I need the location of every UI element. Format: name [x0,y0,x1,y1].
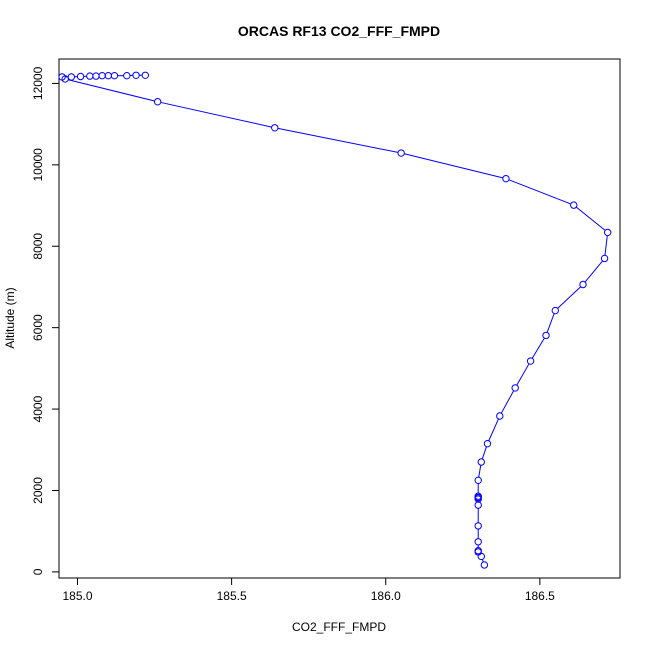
y-tick-label: 6000 [31,314,45,341]
data-point [104,71,113,80]
series-line-segment [500,390,515,414]
y-tick-label: 10000 [31,148,45,182]
data-point [110,71,119,80]
x-axis: 185.0 185.5 186.0 186.5 [62,578,555,603]
data-point [570,201,578,209]
x-axis-label: CO2_FFF_FMPD [292,620,386,634]
data-point [271,124,279,132]
data-point [496,412,504,420]
data-point [542,331,550,340]
y-tick-label: 4000 [31,395,45,422]
y-tick-label: 8000 [31,233,45,260]
x-tick-label: 186.0 [371,589,401,603]
data-point [474,501,482,509]
y-tick-label: 0 [31,568,45,575]
series-line-segment [575,206,606,231]
data-point [98,71,106,80]
series-line-segment [557,286,582,309]
series-line-segment [404,153,503,179]
data-point [76,72,85,81]
data-point [526,357,535,365]
y-axis: 0 2000 4000 6000 8000 10000 12000 [31,66,59,575]
x-tick-label: 186.5 [525,589,555,603]
series-line-segment [481,446,487,460]
y-axis-label: Altitude (m) [3,287,17,348]
series-plot [58,71,612,569]
data-point [474,476,482,485]
data-point [477,552,485,561]
x-tick-label: 185.0 [62,589,92,603]
data-point [474,522,482,530]
data-point [397,149,405,157]
series-line-segment [604,235,608,256]
data-point [132,71,140,79]
data-point [600,254,609,263]
series-line-segment [277,127,399,153]
data-point [123,71,131,80]
data-point [551,306,559,315]
x-tick-label: 185.5 [217,589,247,603]
series-line-segment [584,260,603,283]
plot-area [58,58,621,579]
y-tick-label: 2000 [31,477,45,504]
data-point [603,228,612,237]
data-point [141,71,150,79]
data-point [579,280,587,289]
data-point [61,75,69,83]
data-point [480,561,489,569]
data-point [92,72,100,80]
series-line-segment [488,418,499,441]
data-point [86,72,94,80]
data-point [474,538,482,546]
series-line-segment [160,101,272,128]
data-point [483,439,492,448]
data-point [477,458,485,466]
series-line-segment [68,79,155,102]
data-point [502,174,510,183]
chart-title: ORCAS RF13 CO2_FFF_FMPD [238,23,440,39]
series-line-segment [546,313,555,333]
series-line-segment [478,465,482,478]
data-point [511,384,519,392]
series-line-segment [508,179,571,205]
y-tick-label: 12000 [31,66,45,100]
series-line-segment [531,337,545,359]
data-point [153,98,162,106]
series-line-segment [516,363,530,386]
data-point [67,73,76,81]
